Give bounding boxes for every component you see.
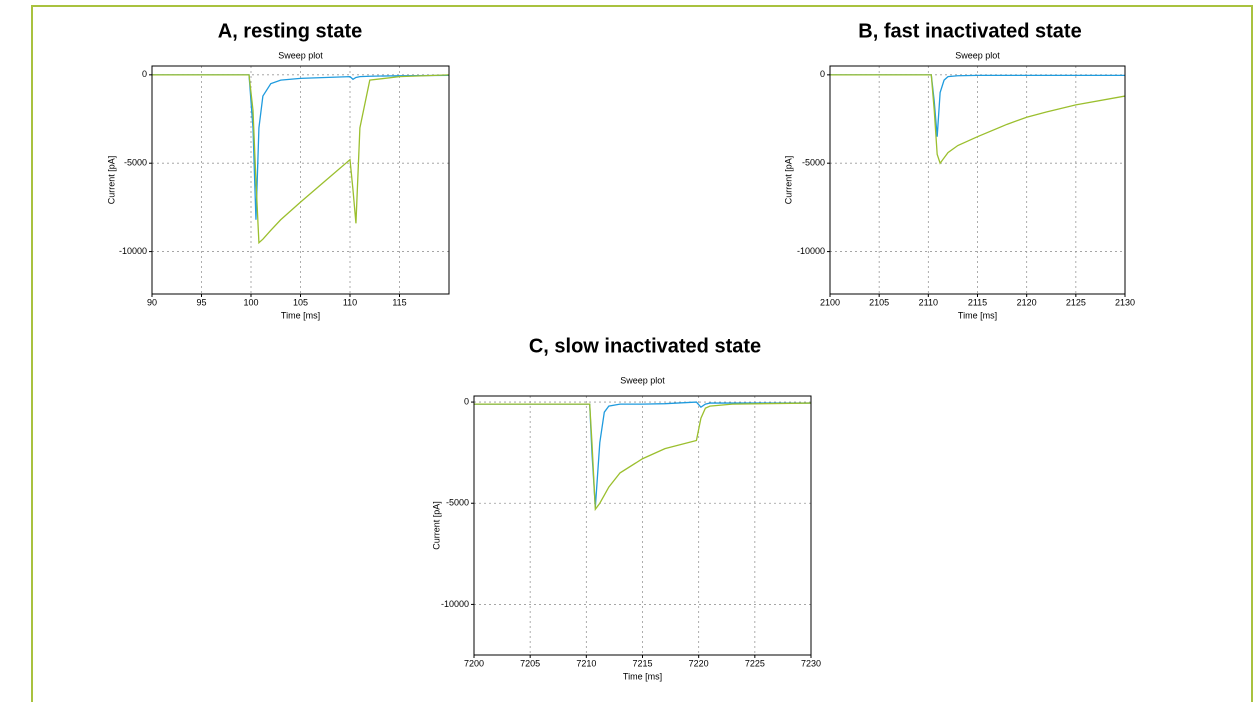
y-axis-label: Current [pA] bbox=[106, 156, 116, 205]
x-tick-label: 115 bbox=[392, 297, 406, 307]
x-tick-label: 2130 bbox=[1115, 297, 1135, 307]
x-tick-label: 110 bbox=[343, 297, 357, 307]
y-tick-label: -10000 bbox=[797, 246, 825, 256]
x-tick-label: 7210 bbox=[576, 658, 596, 668]
y-tick-label: -10000 bbox=[441, 599, 469, 609]
chart-title: A, resting state bbox=[218, 20, 362, 42]
x-tick-label: 7200 bbox=[464, 658, 484, 668]
y-tick-label: -5000 bbox=[446, 498, 469, 508]
x-axis-label: Time [ms] bbox=[623, 671, 662, 681]
plot-frame bbox=[473, 395, 812, 656]
y-tick-label: 0 bbox=[142, 69, 147, 79]
x-tick-label: 7205 bbox=[520, 658, 540, 668]
series-line bbox=[830, 74, 1126, 165]
x-tick-label: 95 bbox=[196, 297, 206, 307]
series-line bbox=[152, 74, 450, 245]
figure-border bbox=[31, 5, 1253, 702]
plot-frame bbox=[829, 65, 1126, 295]
chart-title: B, fast inactivated state bbox=[858, 20, 1081, 42]
x-axis-label: Time [ms] bbox=[958, 310, 997, 320]
y-axis-label: Current [pA] bbox=[783, 156, 793, 205]
x-tick-label: 2120 bbox=[1017, 297, 1037, 307]
x-tick-label: 105 bbox=[293, 297, 308, 307]
series-line bbox=[152, 74, 450, 220]
x-axis-label: Time [ms] bbox=[281, 310, 320, 320]
x-tick-label: 2125 bbox=[1066, 297, 1086, 307]
y-tick-label: -10000 bbox=[119, 246, 147, 256]
series-line bbox=[474, 402, 812, 512]
chart-subtitle: Sweep plot bbox=[955, 50, 1000, 60]
x-tick-label: 2100 bbox=[820, 297, 840, 307]
plot-frame bbox=[151, 65, 450, 295]
y-tick-label: 0 bbox=[820, 69, 825, 79]
y-tick-label: 0 bbox=[464, 396, 469, 406]
chart-title: C, slow inactivated state bbox=[529, 335, 761, 357]
chart-subtitle: Sweep plot bbox=[278, 50, 323, 60]
x-tick-label: 7230 bbox=[801, 658, 821, 668]
x-tick-label: 7225 bbox=[745, 658, 765, 668]
x-tick-label: 100 bbox=[243, 297, 258, 307]
x-tick-label: 7215 bbox=[632, 658, 652, 668]
x-tick-label: 2115 bbox=[968, 297, 987, 307]
y-tick-label: -5000 bbox=[802, 158, 825, 168]
x-tick-label: 2110 bbox=[919, 297, 938, 307]
plot-area bbox=[830, 66, 1125, 294]
x-tick-label: 2105 bbox=[869, 297, 889, 307]
series-line bbox=[830, 74, 1125, 137]
x-tick-label: 7220 bbox=[689, 658, 709, 668]
y-axis-label: Current [pA] bbox=[431, 501, 441, 550]
x-tick-label: 90 bbox=[147, 297, 157, 307]
chart-subtitle: Sweep plot bbox=[620, 375, 665, 385]
plot-area bbox=[152, 66, 449, 294]
y-tick-label: -5000 bbox=[124, 158, 147, 168]
